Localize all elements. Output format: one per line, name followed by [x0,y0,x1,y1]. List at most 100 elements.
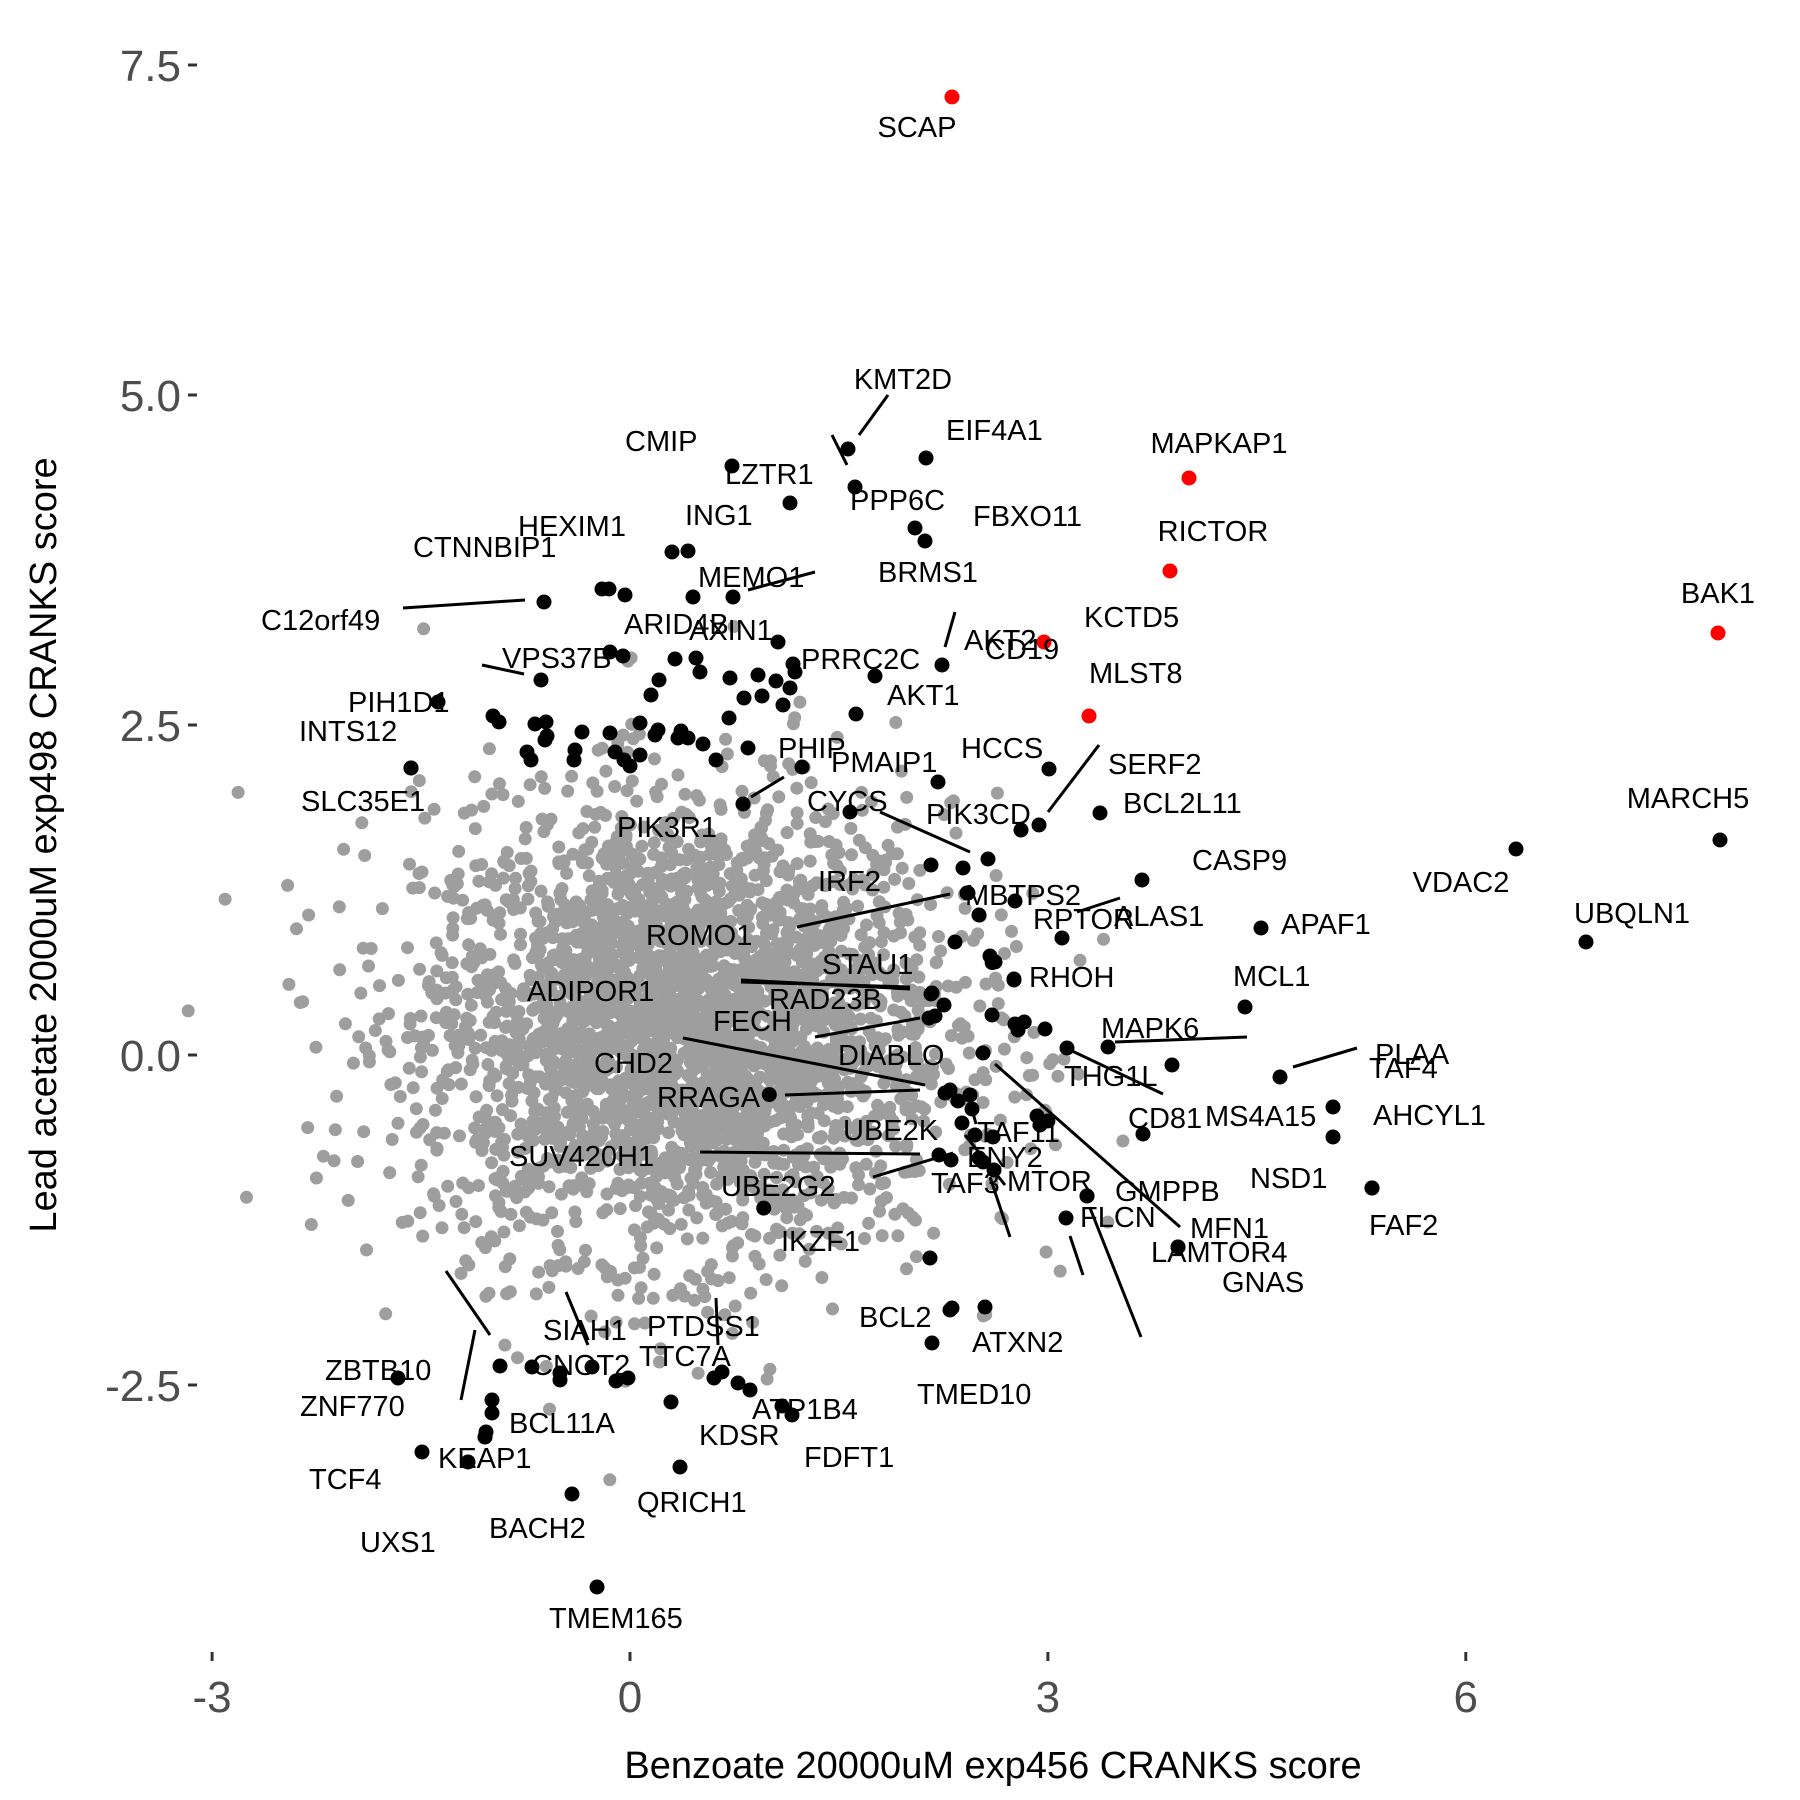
background-point [784,1046,798,1060]
data-point-faf2 [1364,1180,1380,1196]
background-point [615,1007,629,1021]
background-point [901,1206,915,1220]
point-label-ahcyl1: AHCYL1 [1373,1100,1486,1132]
point-label-taf11: TAF11 [977,1117,1060,1149]
background-point [368,1024,382,1037]
background-point [492,1196,506,1209]
background-point [828,1125,842,1139]
background-point [926,1060,940,1074]
background-point [625,774,639,788]
background-point [599,808,612,822]
background-point [914,1100,928,1114]
background-point [958,975,972,989]
data-point-rraga [942,1082,958,1098]
background-point [941,979,955,993]
background-point [962,1046,976,1060]
background-point [650,1241,664,1255]
background-point [427,1187,440,1201]
background-point [391,973,405,987]
point-label-bach2: BACH2 [489,1513,586,1545]
background-point [598,1325,612,1339]
background-point [755,1119,769,1133]
background-point [551,907,564,921]
background-point [393,1090,407,1103]
data-point-akt1 [848,706,864,722]
background-point [794,1030,808,1044]
point-label-siah1: SIAH1 [543,1315,627,1347]
background-point [973,999,987,1013]
background-point [704,870,718,884]
background-point [551,1224,564,1238]
point-label-uxs1: UXS1 [360,1527,436,1559]
data-point-bcl2 [942,1302,958,1318]
background-point [641,866,655,880]
point-label-mlst8: MLST8 [1089,658,1182,690]
background-point [887,1003,901,1017]
background-point [512,1219,526,1233]
background-point [958,901,972,915]
point-label-gmppb: GMPPB [1115,1176,1220,1208]
data-point-prrc2c [787,664,803,680]
data-point [1040,1113,1056,1129]
background-point [591,1079,605,1092]
background-point [415,1065,429,1079]
background-point [862,1125,876,1139]
background-point [748,828,762,842]
background-point [785,1226,799,1240]
background-point [924,898,938,911]
background-point [1071,1067,1085,1081]
background-point [1051,1069,1065,1083]
background-point [611,1176,625,1190]
background-point [865,988,879,1002]
background-point [352,1030,366,1044]
background-point [735,784,749,798]
background-point [821,802,835,816]
data-point-apaf1 [1253,920,1269,936]
background-point [668,1064,682,1078]
data-point-ppp6c [907,520,923,536]
background-point [617,1089,631,1103]
background-point [450,877,464,891]
background-point [551,1238,565,1252]
background-point [502,995,516,1009]
point-label-akt1: AKT1 [887,680,960,712]
background-point [721,1015,735,1029]
background-point [773,1100,787,1114]
background-point [603,1473,617,1487]
data-point [602,644,618,660]
background-point [512,1005,526,1018]
background-point [713,798,727,812]
background-point [688,1272,702,1286]
background-point [614,1108,628,1122]
background-point [714,945,728,958]
background-point [596,910,610,924]
background-point [560,866,574,880]
background-point [451,867,465,881]
data-point-atxn2 [977,1299,993,1315]
background-point [634,1281,648,1295]
background-point [538,1114,552,1128]
point-label-vdac2: VDAC2 [1413,867,1510,899]
background-point [636,1251,650,1265]
data-point-lztr1 [847,479,863,495]
background-point [544,968,558,982]
background-point [401,1031,414,1044]
background-point [355,816,369,830]
leader-line-kmt2d [857,394,890,436]
background-point [889,1058,903,1072]
background-point [439,1016,453,1030]
background-point [1022,1069,1036,1083]
background-point [875,968,889,982]
background-point [697,906,710,920]
y-tick-label: -2.5 [105,1362,181,1411]
background-point [647,836,661,850]
background-point [435,948,449,962]
background-point [665,846,679,860]
background-point [497,1225,511,1239]
background-point [797,1189,811,1203]
data-point-pmaip1 [930,774,946,790]
y-tick-label: 5.0 [120,372,181,421]
background-point [789,1069,803,1083]
background-point [462,938,476,952]
background-point [800,1071,814,1085]
